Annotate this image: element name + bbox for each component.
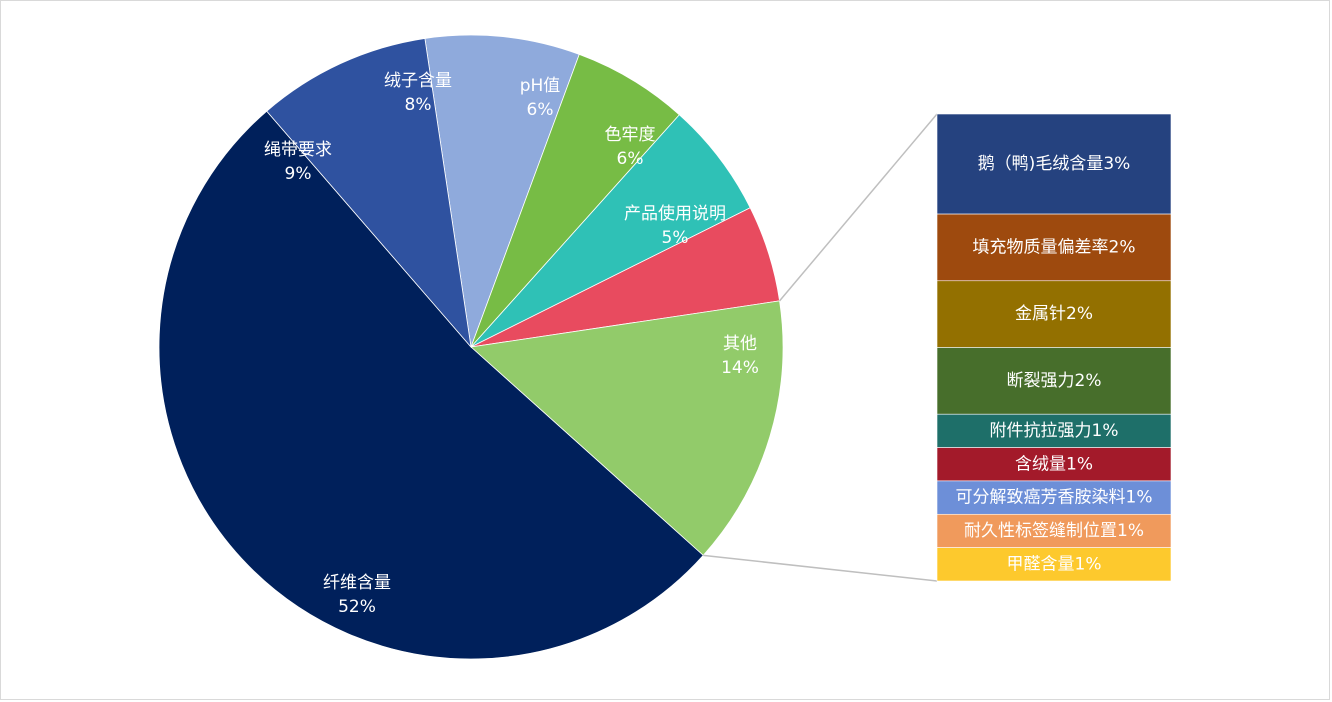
breakdown-segment-label: 可分解致癌芳香胺染料1% [956,488,1153,508]
slice-value-label: 6% [617,149,644,169]
slice-category-label: 绒子含量 [384,71,452,91]
breakdown-segment-label: 金属针2% [1015,304,1093,324]
breakdown-segment-label: 甲醛含量1% [1007,554,1102,574]
pie-slices [158,34,784,660]
breakdown-segment [936,280,1172,348]
pie-slice [470,300,784,556]
slice-category-label: 纤维含量 [323,573,391,593]
breakdown-bar: 鹅（鸭)毛绒含量3% 填充物质量偏差率2% 金属针2% 断裂强力2% 附件抗拉强力1% 含… [936,113,1172,582]
pie-labels: 绒子含量 8% pH值 6% 色牢度 6% 产品使用说明 5% 其他 14% 纤维含量 52% 绳带要求… [264,71,759,617]
connector-lines [703,113,938,582]
breakdown-segment [936,513,1172,548]
breakdown-segment-label: 附件抗拉强力1% [990,421,1119,441]
pie-slice [424,34,580,348]
breakdown-segment-label: 断裂强力2% [1007,371,1102,391]
slice-value-label: 14% [721,358,759,378]
slice-value-label: 52% [338,597,376,617]
slice-category-label: 其他 [723,334,757,354]
breakdown-segment-label: 含绒量1% [1015,454,1093,474]
breakdown-segment [936,347,1172,415]
breakdown-segment [936,113,1172,215]
slice-category-label: pH值 [520,76,561,96]
slice-value-label: 5% [662,228,689,248]
slice-value-label: 8% [405,95,432,115]
breakdown-segment [936,413,1172,448]
connector-line-top [778,113,938,302]
breakdown-segment-label: 耐久性标签缝制位置1% [964,521,1144,541]
breakdown-segment [936,213,1172,282]
slice-value-label: 6% [527,100,554,120]
breakdown-segment [936,547,1172,582]
pie-slice [158,110,704,660]
slice-category-label: 绳带要求 [264,140,332,160]
breakdown-segment-label: 鹅（鸭)毛绒含量3% [978,154,1131,174]
pie-slice [266,37,472,349]
slice-category-label: 产品使用说明 [624,203,726,224]
breakdown-segment [936,480,1172,515]
connector-line-bottom [703,554,938,582]
slice-category-label: 色牢度 [605,125,656,145]
breakdown-segment-label: 填充物质量偏差率2% [973,237,1136,257]
breakdown-segment [936,447,1172,482]
slice-value-label: 9% [285,164,312,184]
